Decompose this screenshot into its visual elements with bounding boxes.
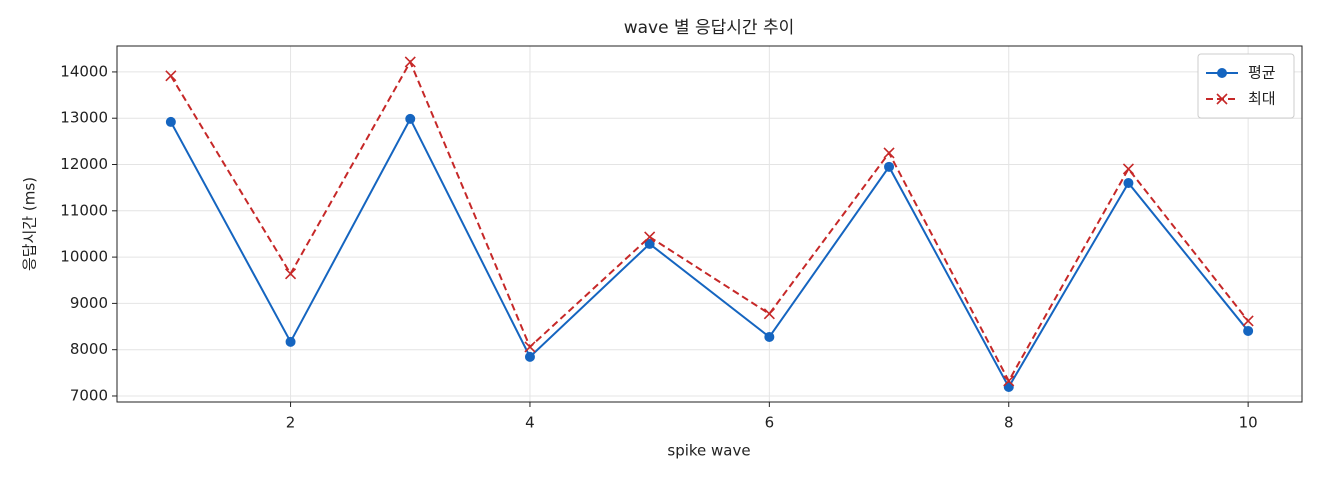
point (1003, 375, 1015, 387)
series-line (169, 116, 1249, 389)
y-tick-label: 14000 (60, 62, 108, 80)
point (764, 331, 775, 342)
point (883, 147, 895, 159)
x-tick-label: 2 (286, 414, 296, 432)
point (285, 336, 296, 347)
legend-label: 최대 (1248, 90, 1276, 108)
y-axis-label: 응답시간 (ms) (21, 177, 39, 271)
series-line (170, 59, 1249, 384)
plot (165, 56, 1254, 392)
point (284, 268, 297, 280)
y-tick-label: 8000 (70, 340, 108, 358)
x-tick-label: 8 (1004, 414, 1014, 432)
point (1242, 315, 1254, 327)
x-axis-label: spike wave (667, 442, 750, 460)
plot-frame (116, 45, 1303, 403)
y-tick-label: 9000 (70, 294, 108, 312)
point (524, 351, 535, 362)
point (644, 238, 655, 249)
x-tick-label: 6 (765, 414, 775, 432)
y-tick-label: 12000 (60, 155, 108, 173)
point (1123, 178, 1134, 189)
chart-title: wave 별 응답시간 추이 (624, 18, 795, 38)
point (404, 56, 416, 68)
point (405, 113, 416, 124)
x-tick-label: 4 (525, 414, 535, 432)
grid (117, 46, 1302, 402)
x-tick-label: 10 (1239, 414, 1258, 432)
point (1122, 163, 1135, 175)
y-tick-label: 11000 (60, 201, 108, 219)
point (165, 116, 176, 127)
legend-box (1197, 53, 1295, 119)
point (884, 161, 895, 172)
point (763, 308, 775, 320)
y-tick-label: 10000 (60, 248, 108, 266)
legend-marker (1217, 68, 1227, 78)
y-tick-label: 13000 (60, 109, 108, 127)
point (165, 70, 177, 82)
point (644, 231, 656, 243)
point (524, 341, 536, 353)
legend-marker (1216, 93, 1228, 105)
y-tick-label: 7000 (70, 386, 108, 404)
legend-label: 평균 (1248, 64, 1276, 82)
point (1243, 325, 1254, 336)
